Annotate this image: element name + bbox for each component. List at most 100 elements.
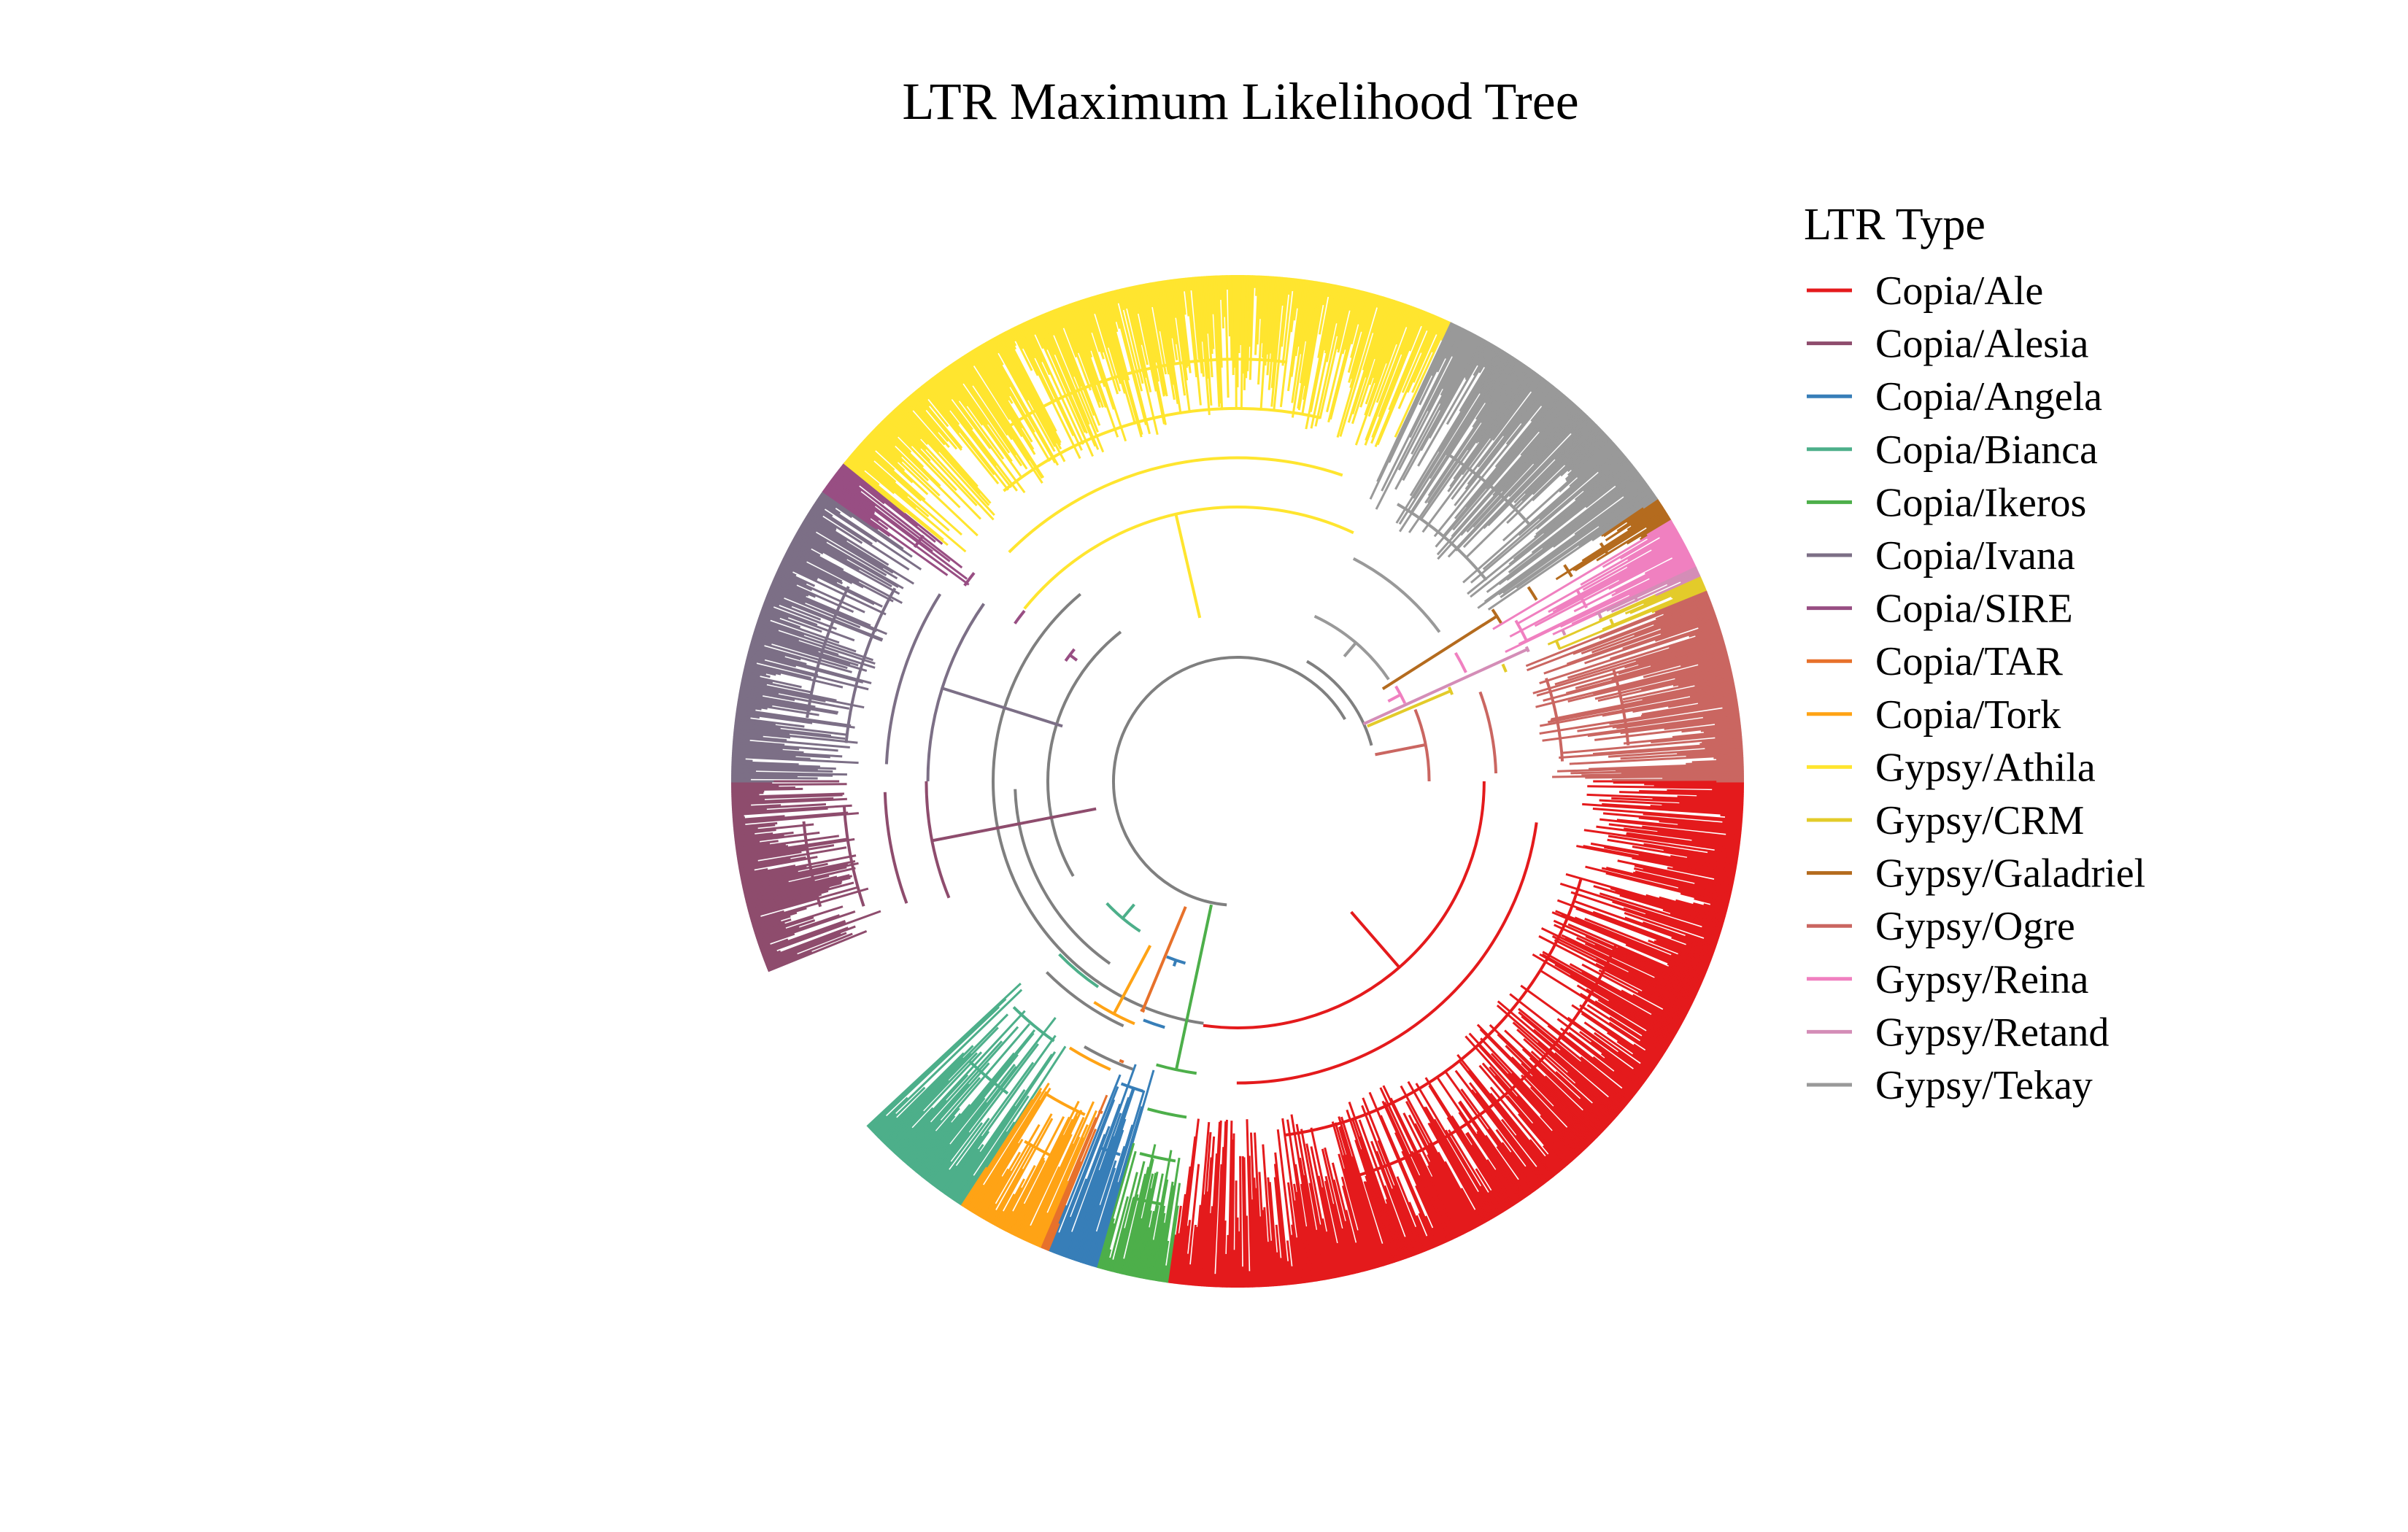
tree-leaf (1595, 566, 1697, 616)
tree-leaf (759, 612, 801, 629)
legend-label: Copia/Ale (1875, 268, 2043, 314)
tree-leaf (1254, 1188, 1262, 1288)
tree-leaf (904, 398, 946, 446)
tree-leaf (1521, 1062, 1598, 1140)
tree-leaf (1670, 912, 1723, 931)
tree-leaf (1543, 462, 1632, 535)
tree-leaf (1017, 324, 1036, 359)
tree-leaf (1365, 1175, 1395, 1264)
tree-leaf (1606, 568, 1698, 612)
tree-leaf (1558, 587, 1707, 650)
tree-leaf (821, 491, 904, 550)
tree-leaf (1551, 935, 1693, 1006)
clade-stem (931, 807, 1097, 843)
tree-leaf (1547, 576, 1702, 646)
tree-leaf (1472, 409, 1583, 528)
tree-leaf (1258, 1172, 1267, 1288)
tree-leaf (784, 553, 844, 585)
tree-leaf (745, 661, 812, 680)
tree-leaf (1338, 1126, 1382, 1268)
tree-leaf (851, 452, 917, 509)
tree-leaf (1131, 1188, 1152, 1277)
tree-leaf (1679, 802, 1744, 808)
tree-leaf (971, 349, 1035, 450)
tree-leaf (731, 785, 779, 788)
tree-leaf (1505, 1045, 1599, 1138)
tree-leaf (1498, 476, 1643, 586)
legend-item: Copia/Alesia (1807, 322, 2089, 367)
tree-leaf (988, 1209, 997, 1223)
tree-leaf (1486, 1158, 1518, 1205)
tree-leaf (1554, 924, 1699, 992)
tree-leaf (783, 555, 838, 584)
tree-leaf (866, 983, 1022, 1128)
tree-leaf (1435, 318, 1445, 336)
tree-leaf (1154, 1222, 1166, 1281)
tree-leaf (1621, 989, 1683, 1025)
tree-leaf (1323, 285, 1339, 351)
tree-leaf (1602, 812, 1743, 827)
tree-leaf (1427, 1122, 1486, 1224)
tree-leaf (735, 715, 751, 719)
tree-leaf (892, 1010, 1026, 1154)
tree-leaf (1058, 1134, 1106, 1256)
tree-leaf (1037, 1110, 1097, 1247)
tree-leaf (1667, 694, 1737, 708)
tree-leaf (755, 916, 814, 937)
tree-leaf (1251, 1199, 1257, 1288)
tree-leaf (1008, 1203, 1025, 1234)
tree-leaf (775, 573, 813, 592)
tree-leaf (1119, 288, 1144, 384)
tree-leaf (1619, 894, 1724, 927)
tree-leaf (1344, 290, 1362, 350)
clade-arc (1105, 902, 1141, 933)
tree-leaf (1565, 438, 1613, 482)
tree-leaf (870, 1115, 887, 1131)
tree-leaf (876, 1116, 898, 1138)
tree-leaf (914, 1104, 971, 1172)
tree-leaf (1510, 1056, 1596, 1142)
tree-leaf (1108, 291, 1121, 329)
tree-leaf (1281, 276, 1286, 306)
tree-leaf (1552, 1105, 1591, 1145)
tree-leaf (920, 1097, 986, 1178)
tree-leaf (1370, 1140, 1416, 1256)
tree-leaf (1124, 1144, 1157, 1276)
tree-leaf (1459, 1061, 1554, 1179)
tree-leaf (1336, 287, 1353, 350)
tree-leaf (960, 356, 1030, 462)
tree-leaf (1609, 703, 1739, 725)
tree-leaf (1475, 357, 1518, 420)
tree-leaf (787, 547, 864, 589)
tree-leaf (1602, 802, 1743, 815)
tree-leaf (1453, 368, 1534, 480)
tree-leaf (1201, 276, 1213, 406)
tree-leaf (1567, 1016, 1651, 1078)
tree-leaf (755, 627, 839, 656)
clade-arc (1140, 1008, 1146, 1013)
tree-leaf (1040, 314, 1100, 450)
tree-leaf (1281, 1118, 1306, 1284)
tree-leaf (1697, 620, 1718, 630)
tree-leaf (1174, 278, 1188, 368)
tree-leaf (1502, 379, 1548, 437)
tree-leaf (1299, 280, 1313, 355)
tree-leaf (1645, 913, 1720, 939)
tree-leaf (1538, 448, 1621, 520)
tree-leaf (1397, 331, 1472, 471)
tree-leaf (1297, 281, 1320, 409)
tree-leaf (731, 759, 753, 762)
tree-leaf (1053, 1099, 1116, 1254)
tree-leaf (1431, 1227, 1442, 1246)
tree-leaf (1098, 1218, 1115, 1269)
tree-leaf (930, 1043, 1039, 1185)
tree-leaf (1296, 279, 1303, 309)
tree-leaf (743, 668, 767, 676)
legend-item: Gypsy/Athila (1807, 745, 2096, 790)
tree-leaf (1373, 299, 1395, 360)
tree-leaf (890, 411, 927, 451)
legend: LTR Type Copia/AleCopia/AlesiaCopia/Ange… (1804, 200, 2145, 1108)
tree-leaf (863, 438, 876, 452)
tree-leaf (1594, 943, 1699, 994)
tree-leaf (954, 1175, 975, 1203)
